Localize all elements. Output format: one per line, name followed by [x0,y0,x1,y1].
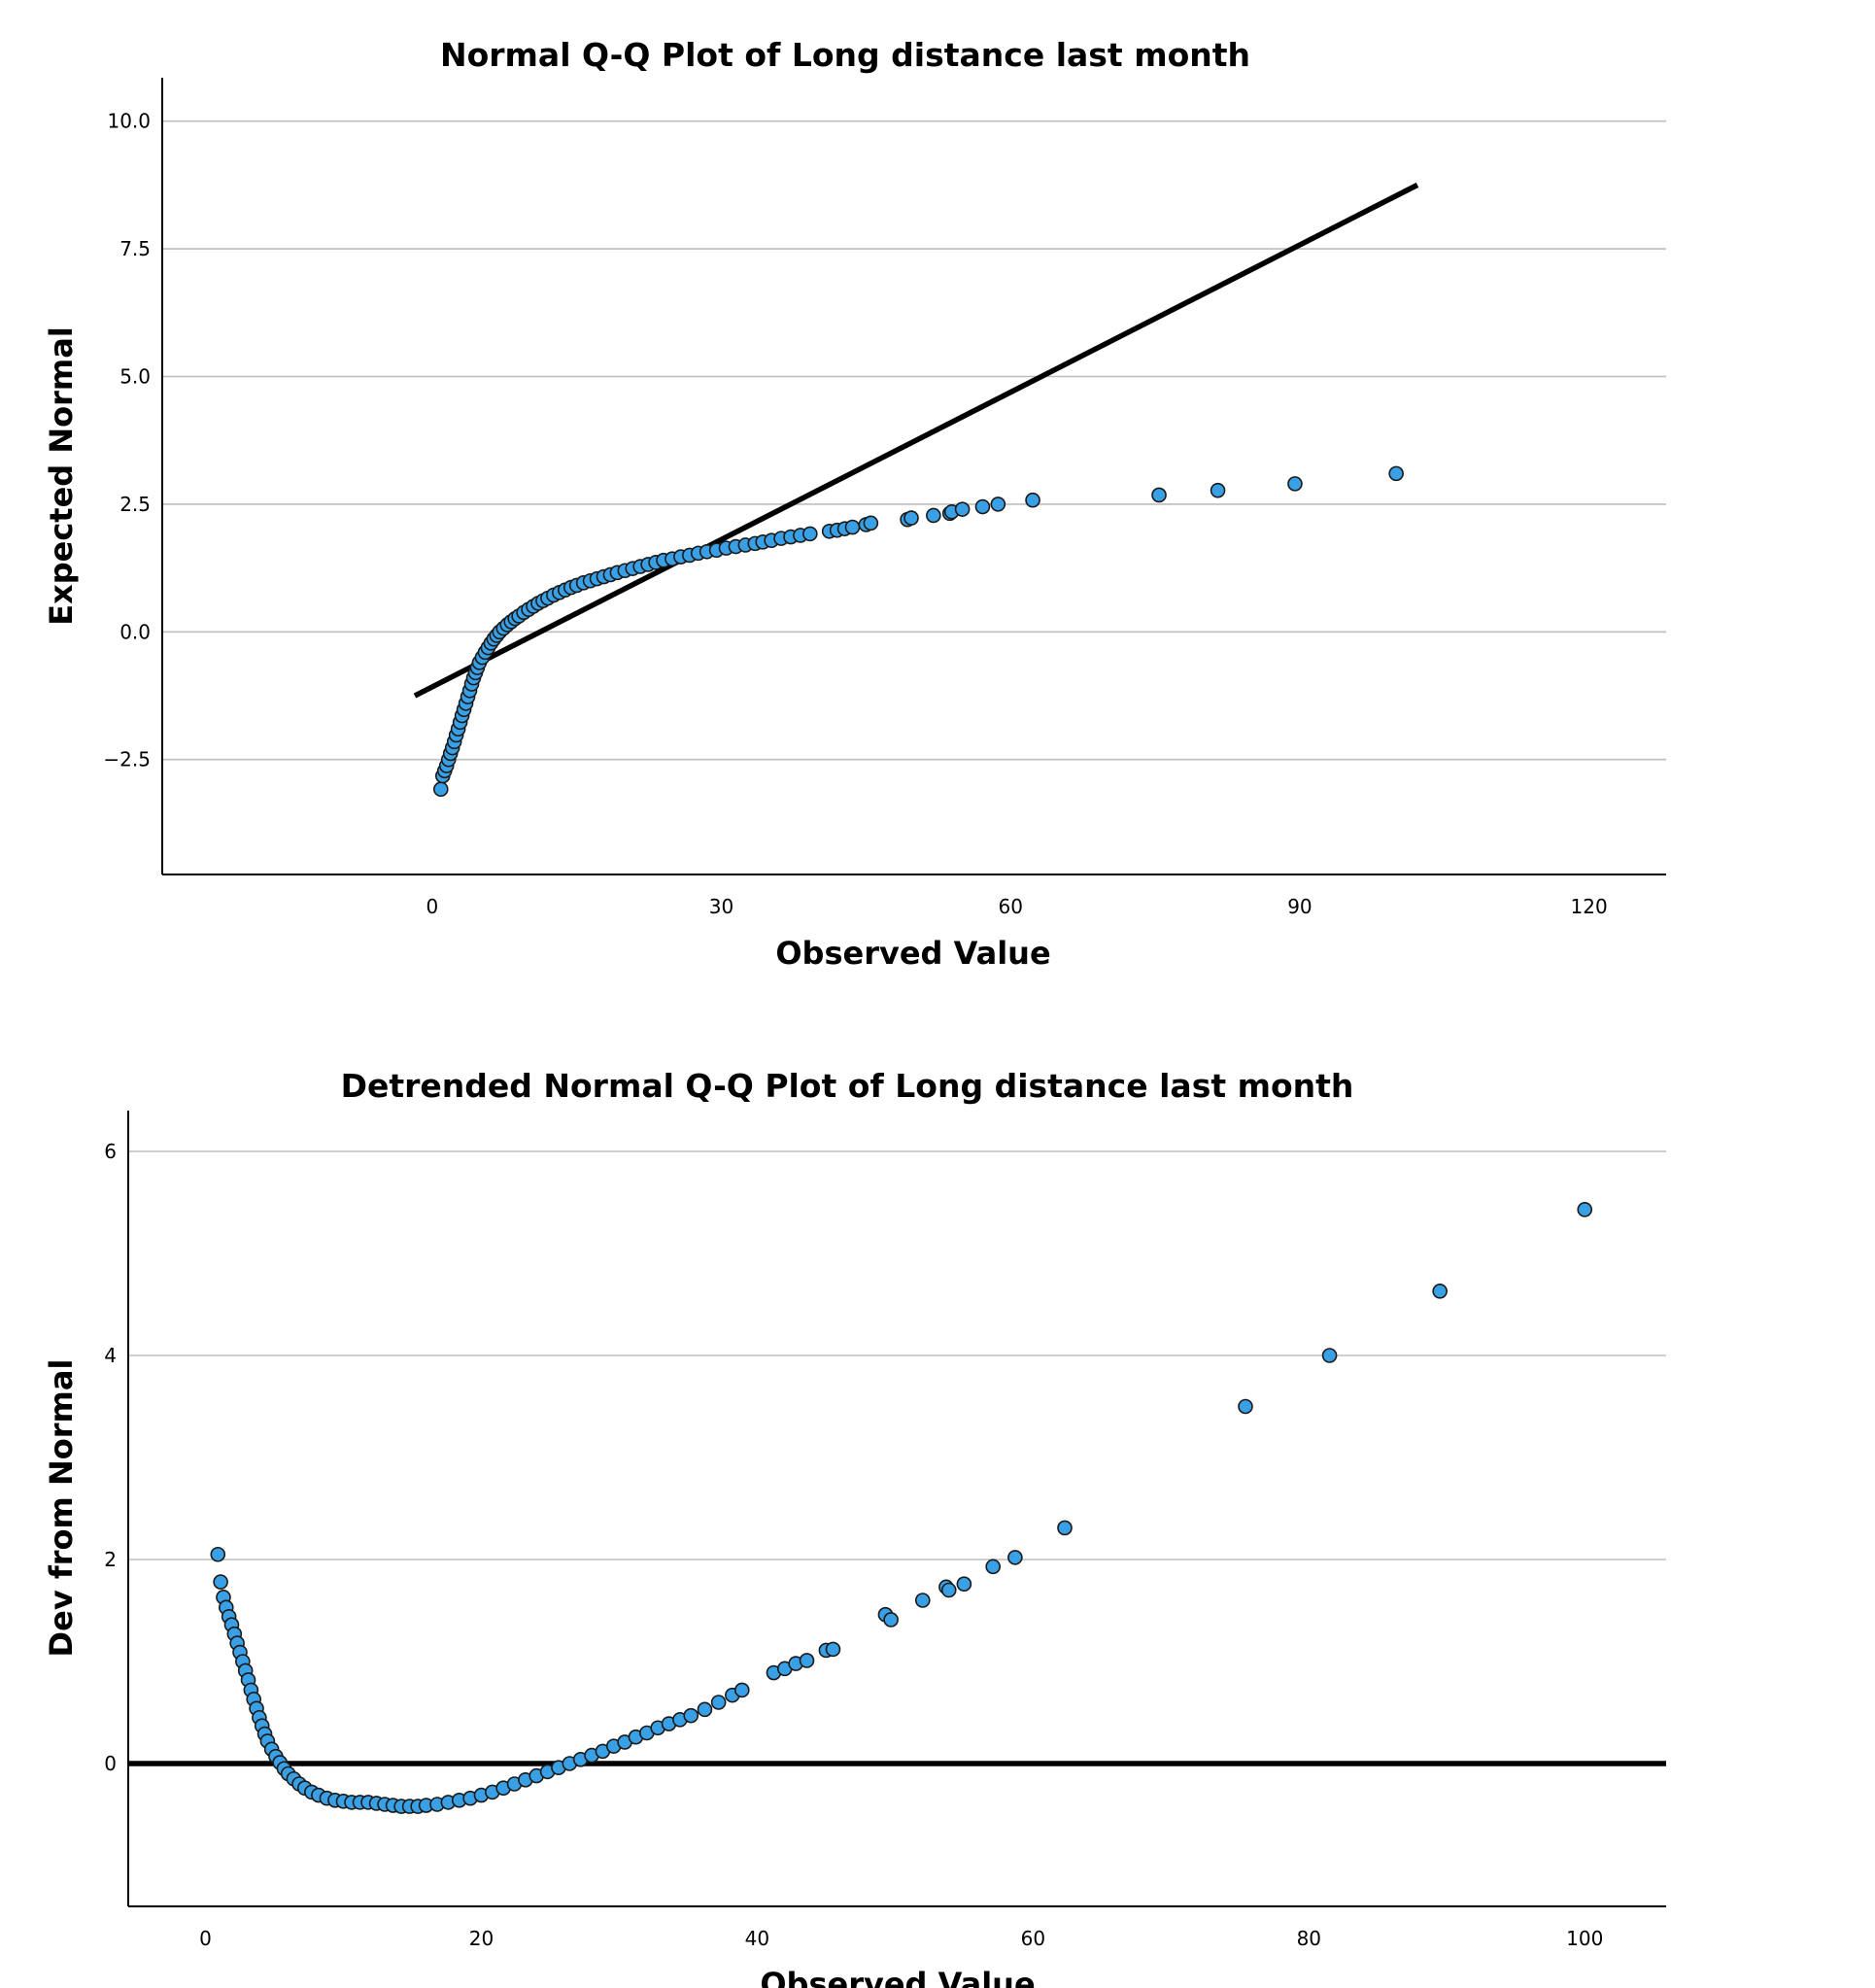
data-point [926,507,941,524]
y-tick-label: 7.5 [119,237,151,260]
x-tick-label: 20 [469,1927,494,1950]
data-point [990,497,1006,512]
chart-title: Normal Q-Q Plot of Long distance last mo… [440,36,1250,74]
data-point [1388,465,1404,482]
data-point [844,519,861,535]
x-tick-label: 80 [1297,1927,1321,1950]
data-point [903,510,919,526]
data-point [954,501,971,517]
data-point [883,1612,899,1628]
y-gridlines [128,1150,1666,1765]
y-tick-label: −2.5 [103,748,151,771]
x-tick-label: 0 [426,895,438,918]
x-tick-label: 60 [1021,1927,1045,1950]
x-tick-label: 30 [709,895,733,918]
x-axis-title: Observed Value [760,1966,1035,1988]
data-point [1025,492,1040,508]
x-tick-label: 0 [199,1927,212,1950]
x-tick-label: 100 [1566,1927,1603,1950]
data-point [210,1546,226,1562]
y-axis-title: Dev from Normal [43,1359,80,1658]
y-tick-label: 2 [104,1548,117,1571]
data-point [710,1695,727,1710]
data-point [1287,476,1303,492]
data-point [940,1582,957,1598]
y-tick-label: 0 [104,1752,117,1775]
reference-line [413,182,1419,699]
y-axis-title: Expected Normal [43,326,80,626]
data-points [210,1202,1593,1814]
normal-qq-plot: Normal Q-Q Plot of Long distance last mo… [43,36,1666,972]
y-tick-labels: 10.0 7.5 5.0 2.5 0.0 −2.5 [103,110,151,771]
y-tick-label: 0.0 [119,620,151,643]
x-tick-labels: 0 30 60 90 120 [426,895,1607,918]
y-tick-labels: 6 4 2 0 [104,1140,117,1775]
y-tick-label: 5.0 [119,365,151,389]
data-point [1007,1550,1023,1565]
data-point [1321,1348,1338,1363]
x-tick-labels: 0 20 40 60 80 100 [199,1927,1603,1950]
data-points [432,465,1404,798]
y-tick-label: 4 [104,1344,117,1367]
data-point [974,498,991,515]
x-tick-label: 40 [745,1927,769,1950]
data-point [802,526,818,542]
x-axis-title: Observed Value [775,935,1050,972]
axes [127,1111,1666,1907]
y-gridlines [162,120,1666,761]
data-point [1210,482,1226,498]
data-point [825,1641,841,1658]
data-point [432,781,449,798]
data-point [1057,1520,1073,1536]
y-tick-label: 6 [104,1140,117,1163]
data-point [733,1682,750,1698]
data-point [213,1574,228,1590]
data-point [914,1593,931,1608]
x-tick-label: 120 [1571,895,1608,918]
data-point [799,1653,815,1668]
data-point [1238,1398,1253,1415]
y-tick-label: 2.5 [119,493,151,516]
reference-line-segment [413,182,1419,699]
data-point [956,1576,972,1592]
x-tick-label: 90 [1287,895,1312,918]
data-point [1151,487,1167,503]
detrended-normal-qq-plot: Detrended Normal Q-Q Plot of Long distan… [43,1067,1666,1988]
data-point [985,1559,1001,1575]
data-point [1432,1284,1448,1299]
data-point [697,1701,713,1718]
x-tick-label: 60 [999,895,1023,918]
y-tick-label: 10.0 [107,110,151,133]
data-point [1577,1202,1593,1217]
data-point [683,1707,699,1724]
axes [161,78,1666,875]
chart-title: Detrended Normal Q-Q Plot of Long distan… [341,1067,1354,1105]
data-point [863,515,879,531]
